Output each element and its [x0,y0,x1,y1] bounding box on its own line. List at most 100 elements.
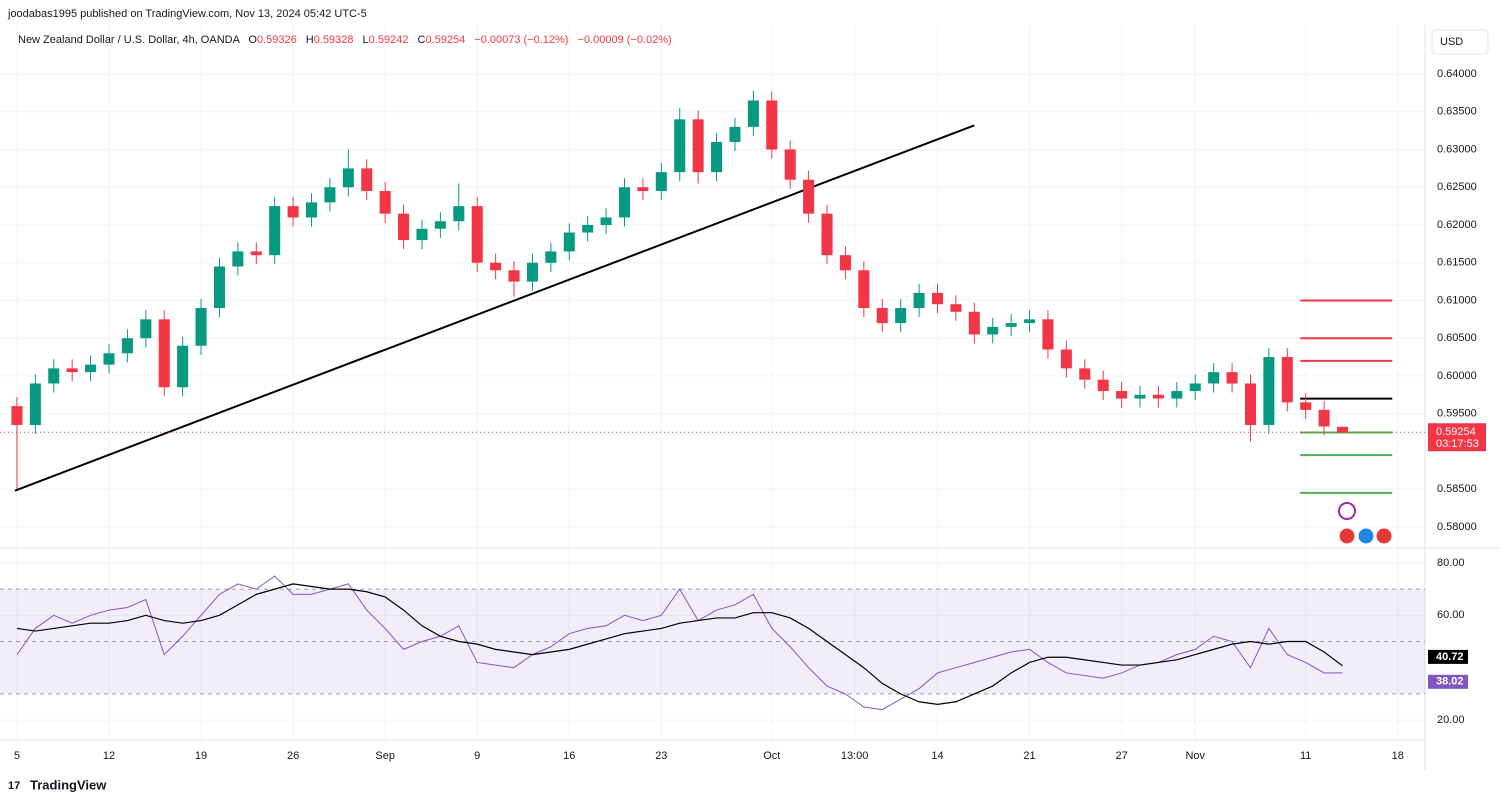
event-icon[interactable] [1338,527,1356,545]
x-tick-label: 18 [1392,750,1404,762]
candle-body [398,213,410,241]
candle-body [729,126,741,142]
y-tick-label: 0.60500 [1437,332,1477,344]
candle-body [711,141,723,173]
legend-change: −0.00073 (−0.12%) [474,34,568,46]
publish-header: joodabas1995 published on TradingView.co… [7,8,367,20]
y-tick-label: 0.58000 [1437,521,1477,533]
x-tick-label: 9 [474,750,480,762]
candle-body [1300,402,1312,410]
y-tick-label: 0.59500 [1437,408,1477,420]
candle-body [250,251,262,256]
candle-body [803,179,815,214]
currency-button[interactable] [1431,29,1489,55]
candle-body [1152,394,1164,399]
candle-body [1189,383,1201,392]
candle-body [121,338,133,354]
x-tick-label: 21 [1023,750,1035,762]
candle-body [1318,409,1330,427]
candle-body [1116,391,1128,399]
candle-body [1226,372,1238,384]
candle-body [342,168,354,188]
candle-body [324,187,336,203]
rsi-tick-label: 60.00 [1437,609,1465,621]
candle-body [158,319,170,388]
legend-h: H [306,34,314,46]
candle-body [140,319,152,339]
candle-body [526,262,538,282]
legend-change-ext: −0.00009 (−0.02%) [578,34,672,46]
candle-body [858,270,870,309]
countdown: 03:17:53 [1436,438,1479,450]
candle-body [490,262,502,271]
x-tick-label: 26 [287,750,299,762]
candle-body [1005,323,1017,327]
event-icon[interactable] [1357,527,1375,545]
candle-body [692,119,704,173]
currency[interactable]: USD [1440,36,1463,48]
candle-body [582,224,594,233]
candle-body [453,206,465,222]
rsi-ma-label-bg [1428,649,1468,664]
y-tick-label: 0.62000 [1437,219,1477,231]
rsi-ma-label: 40.72 [1436,651,1464,663]
candle-body [563,232,575,252]
candle-body [103,353,115,365]
rsi-line [16,575,1343,711]
candle-body [379,191,391,214]
candle-body [931,292,944,305]
x-tick-label: 13:00 [841,750,869,762]
candle-body [416,228,428,241]
candle-body [784,149,796,180]
candle-body [305,202,318,218]
price-label-bg [1428,423,1486,452]
symbol-legend: New Zealand Dollar / U.S. Dollar, 4h, OA… [18,34,672,46]
rsi-value-label-bg [1428,674,1468,689]
candle-body [1208,372,1220,384]
candle-body [968,311,980,335]
candle-body [950,304,962,312]
rsi-value-label: 38.02 [1436,676,1464,688]
x-tick-label: 23 [655,750,667,762]
candle-body [876,308,888,324]
x-tick-label: 5 [14,750,20,762]
candle-body [1244,383,1256,425]
rsi-ma-line [16,583,1343,705]
grid [0,25,1425,740]
legend-o: O [248,34,257,46]
event-icon[interactable] [1338,502,1356,520]
candle-body [232,251,244,267]
event-icons [1338,502,1393,545]
rsi-tick-label: 20.00 [1437,714,1465,726]
y-tick-label: 0.62500 [1437,181,1477,193]
candle-body [1042,319,1054,350]
candle-body [1079,368,1091,380]
candle-body [766,100,778,150]
candle-body [11,406,23,425]
candle-body [839,255,851,271]
x-tick-label: 12 [103,750,115,762]
x-tick-label: 19 [195,750,207,762]
candle-body [1060,349,1072,369]
candle-body [66,368,78,373]
y-tick-label: 0.63500 [1437,106,1477,118]
x-tick-label: Sep [375,750,395,762]
candle-body [287,206,299,218]
y-tick-label: 0.61000 [1437,294,1477,306]
candle-body [545,251,557,263]
candle-body [1336,426,1349,433]
legend-o-value: 0.59326 [257,34,297,46]
event-icon[interactable] [1375,527,1393,545]
candle-body [637,187,649,192]
rsi-tick-label: 80.00 [1437,557,1465,569]
x-tick-label: 14 [931,750,943,762]
x-tick-label: 27 [1115,750,1127,762]
candle-body [48,368,60,384]
candle-body [213,266,225,309]
trendline [14,124,975,492]
x-tick-label: Oct [763,750,780,762]
candle-body [195,308,207,346]
candle-body [471,206,483,263]
legend-c-value: 0.59254 [425,34,465,46]
